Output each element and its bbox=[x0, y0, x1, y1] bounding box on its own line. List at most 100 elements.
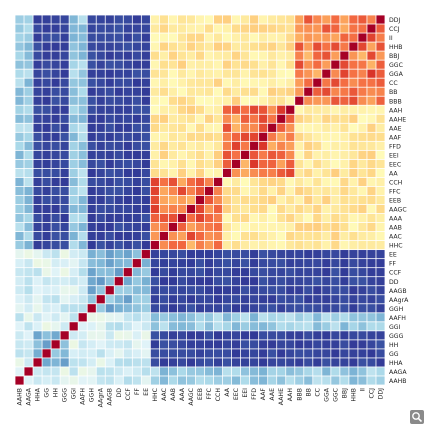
heatmap-cell bbox=[313, 114, 322, 123]
heatmap-cell bbox=[24, 204, 33, 214]
heatmap-cell bbox=[69, 51, 78, 60]
heatmap-cell bbox=[349, 69, 358, 78]
heatmap-cell bbox=[69, 123, 78, 132]
heatmap-cell bbox=[259, 105, 268, 114]
y-tick-label: BB bbox=[389, 89, 398, 96]
heatmap-cell bbox=[340, 331, 349, 340]
heatmap-cell bbox=[349, 358, 358, 367]
heatmap-cell bbox=[114, 141, 123, 150]
heatmap-cell bbox=[250, 349, 259, 358]
heatmap-cell bbox=[150, 33, 159, 42]
heatmap-cell bbox=[222, 295, 232, 304]
y-tick-label: AAB bbox=[389, 225, 402, 232]
heatmap-cell bbox=[259, 358, 268, 367]
heatmap-cell bbox=[15, 259, 24, 268]
heatmap-cell bbox=[96, 186, 105, 196]
heatmap-cell bbox=[42, 132, 51, 141]
heatmap-cell bbox=[123, 340, 132, 349]
heatmap-cell bbox=[96, 213, 105, 223]
heatmap-cell bbox=[60, 367, 69, 376]
heatmap-cell bbox=[15, 222, 24, 232]
heatmap-cell bbox=[340, 87, 349, 96]
heatmap-cell bbox=[141, 358, 150, 367]
heatmap-cell bbox=[231, 304, 241, 313]
x-tick-label: AAHB bbox=[17, 388, 24, 406]
heatmap-cell bbox=[277, 295, 286, 304]
heatmap-cell bbox=[96, 96, 105, 105]
heatmap-cell bbox=[259, 213, 268, 223]
heatmap-cell bbox=[150, 168, 159, 178]
heatmap-cell bbox=[15, 186, 24, 196]
heatmap-cell bbox=[331, 87, 340, 96]
heatmap-cell bbox=[331, 295, 340, 304]
heatmap-cell bbox=[24, 367, 33, 376]
heatmap-cell bbox=[286, 241, 295, 250]
heatmap-cell bbox=[114, 340, 123, 349]
heatmap-cell bbox=[349, 213, 358, 223]
heatmap-cell bbox=[15, 150, 24, 159]
heatmap-cell bbox=[177, 259, 187, 268]
heatmap-cell bbox=[304, 250, 313, 259]
heatmap-cell bbox=[168, 60, 178, 69]
heatmap-cell bbox=[241, 259, 250, 268]
heatmap-cell bbox=[340, 123, 349, 132]
heatmap-cell bbox=[51, 331, 60, 340]
heatmap-cell bbox=[304, 105, 313, 114]
heatmap-cell bbox=[60, 42, 69, 51]
heatmap-cell bbox=[96, 159, 105, 169]
heatmap-cell bbox=[213, 60, 223, 69]
heatmap-cell bbox=[349, 231, 358, 241]
heatmap-cell bbox=[114, 78, 123, 87]
heatmap-cell bbox=[204, 168, 214, 178]
heatmap-cell bbox=[132, 259, 141, 268]
heatmap-cell bbox=[367, 322, 376, 331]
heatmap-cell bbox=[277, 132, 286, 141]
heatmap-cell bbox=[250, 231, 259, 241]
zoom-icon[interactable] bbox=[410, 410, 424, 424]
heatmap-cell bbox=[177, 42, 187, 51]
heatmap-cell bbox=[222, 15, 232, 24]
heatmap-cell bbox=[277, 60, 286, 69]
heatmap-cell bbox=[367, 24, 376, 33]
heatmap-cell bbox=[159, 268, 169, 277]
heatmap-cell bbox=[60, 213, 69, 223]
heatmap-cell bbox=[78, 367, 87, 376]
heatmap-cell bbox=[141, 241, 150, 250]
heatmap-cell bbox=[51, 376, 60, 385]
heatmap-cell bbox=[259, 268, 268, 277]
heatmap-cell bbox=[313, 322, 322, 331]
heatmap-cell bbox=[159, 304, 169, 313]
heatmap-cell bbox=[322, 204, 331, 214]
heatmap-cell bbox=[222, 322, 232, 331]
heatmap-cell bbox=[322, 286, 331, 295]
heatmap-cell bbox=[24, 349, 33, 358]
heatmap-cell bbox=[204, 24, 214, 33]
heatmap-cell bbox=[358, 78, 367, 87]
heatmap-cell bbox=[33, 322, 42, 331]
heatmap-cell bbox=[331, 277, 340, 286]
heatmap-cell bbox=[322, 268, 331, 277]
heatmap-cell bbox=[69, 241, 78, 250]
heatmap-cell bbox=[105, 313, 114, 322]
heatmap-cell bbox=[259, 241, 268, 250]
heatmap-cell bbox=[168, 42, 178, 51]
heatmap-cell bbox=[313, 195, 322, 205]
heatmap-cell bbox=[340, 24, 349, 33]
heatmap-cell bbox=[168, 277, 178, 286]
heatmap-cell bbox=[213, 24, 223, 33]
heatmap-cell bbox=[304, 349, 313, 358]
heatmap-cell bbox=[195, 241, 205, 250]
heatmap-cell bbox=[96, 222, 105, 232]
heatmap-cell bbox=[204, 204, 214, 214]
heatmap-cell bbox=[24, 304, 33, 313]
heatmap-cell bbox=[24, 213, 33, 223]
heatmap-cell bbox=[15, 286, 24, 295]
heatmap-cell bbox=[186, 259, 196, 268]
heatmap-cell bbox=[277, 349, 286, 358]
heatmap-cell bbox=[51, 313, 60, 322]
heatmap-cell bbox=[286, 277, 295, 286]
heatmap-cell bbox=[241, 33, 250, 42]
heatmap-cell bbox=[213, 277, 223, 286]
heatmap-cell bbox=[51, 132, 60, 141]
heatmap-cell bbox=[313, 231, 322, 241]
